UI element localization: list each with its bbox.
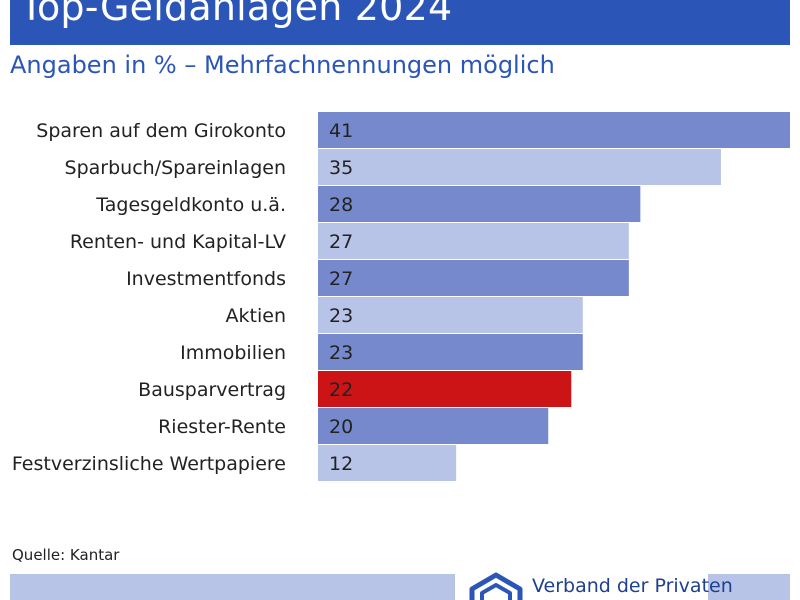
category-label-9: Festverzinsliche Wertpapiere xyxy=(12,453,286,475)
bar-6 xyxy=(318,334,583,370)
category-label-0: Sparen auf dem Girokonto xyxy=(36,120,286,142)
category-label-4: Investmentfonds xyxy=(126,268,286,290)
chart-title: Top-Geldanlagen 2024 xyxy=(20,0,453,29)
category-label-3: Renten- und Kapital-LV xyxy=(70,231,286,253)
bar-1 xyxy=(318,149,721,185)
value-label-0: 41 xyxy=(329,120,353,142)
category-label-6: Immobilien xyxy=(180,342,286,364)
category-label-7: Bausparvertrag xyxy=(138,379,286,401)
brand-name: Verband der Privaten xyxy=(532,575,733,597)
value-label-7: 22 xyxy=(329,379,353,401)
footer-band-left xyxy=(10,574,455,600)
bar-7 xyxy=(318,371,572,407)
bar-8 xyxy=(318,408,549,444)
chart-subtitle: Angaben in % – Mehrfachnennungen möglich xyxy=(10,51,555,79)
category-label-5: Aktien xyxy=(226,305,286,327)
category-label-1: Sparbuch/Spareinlagen xyxy=(65,157,286,179)
value-label-6: 23 xyxy=(329,342,353,364)
category-label-8: Riester-Rente xyxy=(158,416,286,438)
value-label-5: 23 xyxy=(329,305,353,327)
bar-9 xyxy=(318,445,457,481)
bar-4 xyxy=(318,260,629,296)
title-bar: Top-Geldanlagen 2024 xyxy=(10,0,790,45)
bar-3 xyxy=(318,223,629,259)
category-label-2: Tagesgeldkonto u.ä. xyxy=(95,194,286,216)
value-label-8: 20 xyxy=(329,416,353,438)
bar-0 xyxy=(318,112,790,148)
bar-chart: Sparen auf dem Girokonto 41 Sparbuch/Spare… xyxy=(12,112,790,481)
bar-5 xyxy=(318,297,583,333)
house-roof-logo-icon xyxy=(469,572,523,600)
bar-2 xyxy=(318,186,641,222)
value-label-9: 12 xyxy=(329,453,353,475)
source-note: Quelle: Kantar xyxy=(12,546,120,564)
value-label-4: 27 xyxy=(329,268,353,290)
footer-band-right xyxy=(708,574,790,600)
value-label-2: 28 xyxy=(329,194,353,216)
value-label-3: 27 xyxy=(329,231,353,253)
value-label-1: 35 xyxy=(329,157,353,179)
